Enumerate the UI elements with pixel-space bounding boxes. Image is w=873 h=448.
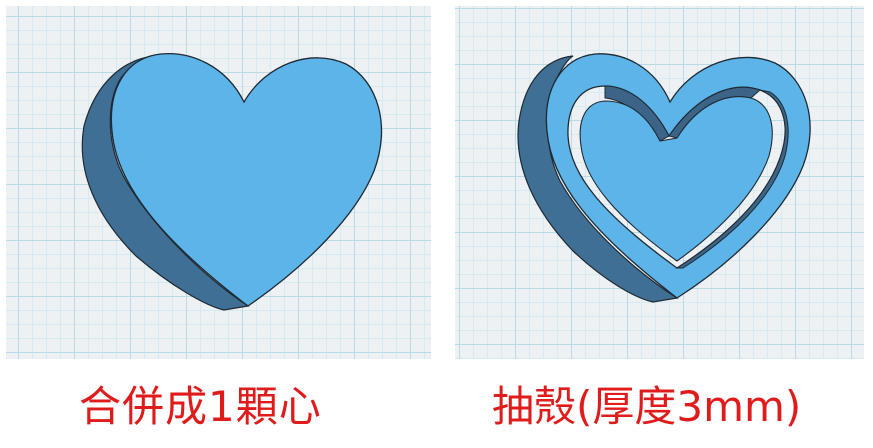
shelled-heart-model[interactable] — [455, 6, 864, 359]
shell-inner-wall-top — [604, 85, 670, 142]
shell-inner-floor — [579, 96, 773, 262]
caption-shell-thickness: 抽殼(厚度3mm) — [492, 382, 802, 431]
caption-merge-into-one-heart: 合併成1顆心 — [79, 382, 322, 431]
viewport-shelled-heart[interactable] — [455, 6, 864, 359]
viewport-solid-heart[interactable] — [6, 6, 431, 359]
solid-heart-model[interactable] — [6, 6, 431, 359]
heart-front-face — [110, 52, 383, 307]
shell-inner-wall-right — [675, 89, 789, 269]
